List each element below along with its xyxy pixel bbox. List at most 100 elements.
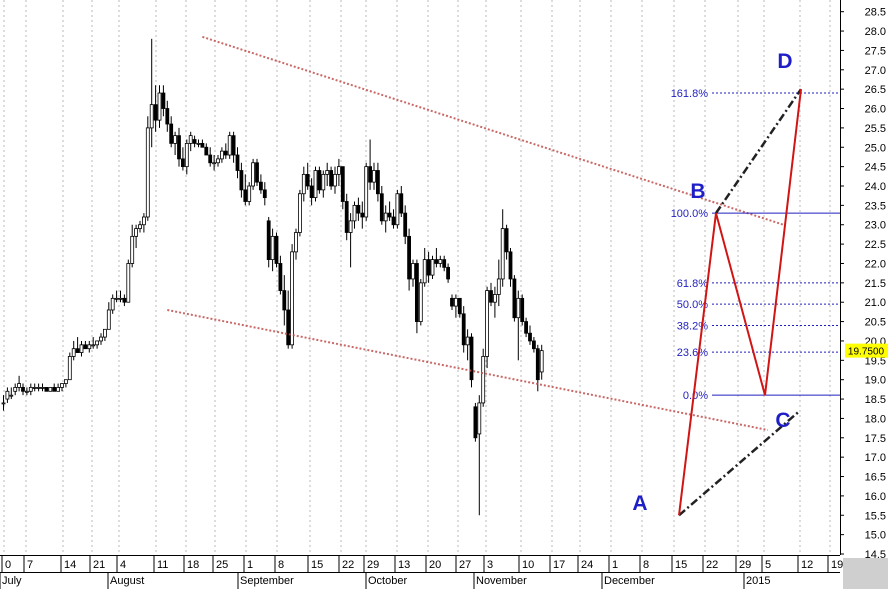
candle-body [243,189,248,202]
candle-body [219,150,224,160]
candle-body [95,340,99,346]
candle-body [141,216,146,226]
candle-body [32,387,37,389]
candle-body [348,220,353,233]
candle-body [122,297,127,303]
candle-body [223,150,228,156]
candle-body [17,383,22,388]
candle-body [492,294,497,303]
plot-background [0,0,840,555]
date-tick-label: 12 [801,559,813,571]
candle-body [247,185,252,202]
month-label: September [240,575,294,587]
candle-body [278,263,283,291]
candle-body [60,383,64,388]
candle-body [418,282,423,322]
candle-body [297,193,302,233]
candle-body [79,344,84,353]
candle-body [524,321,528,334]
fib-level-label: 23.6% [677,347,708,359]
candle-body [321,173,326,191]
price-tick-label: 15.5 [865,510,886,522]
candle-body [528,332,532,342]
date-tick-label: 1 [612,559,618,571]
candle-body [126,263,131,303]
candle-body [239,170,244,191]
price-tick-label: 27.5 [865,45,886,57]
candle-body [106,309,111,330]
date-tick-label: 22 [342,559,354,571]
candle-body [24,390,29,393]
candle-body [438,259,443,264]
candle-body [13,387,18,392]
candle-body [414,263,419,322]
candle-body [5,390,10,400]
date-tick-label: 15 [311,559,323,571]
fib-level-label: 161.8% [671,88,709,100]
candle-body [539,350,544,373]
price-tick-label: 25.5 [865,123,886,135]
candle-body [430,259,435,276]
candle-body [426,259,431,276]
candle-body [325,170,330,175]
date-tick-label: 19 [831,559,843,571]
candle-body [262,189,267,199]
date-tick-label: 0 [5,559,11,571]
price-tick-label: 24.5 [865,162,886,174]
candle-body [118,297,123,300]
fib-level-label: 50.0% [677,299,708,311]
candle-body [114,297,119,300]
candle-body [258,181,263,191]
candle-body [99,336,103,342]
candle-body [200,142,205,148]
candle-body [282,290,287,311]
candle-body [161,92,166,109]
candle-body [344,201,349,233]
candle-body [188,135,193,144]
candle-body [422,259,427,284]
candle-body [192,139,197,144]
candle-body [481,356,486,404]
price-tick-label: 25.0 [865,142,886,154]
projection-line-bd [714,88,803,214]
projection-line-ac [678,409,801,517]
date-tick-label: 29 [367,559,379,571]
candle-body [508,251,513,280]
candle-body [255,162,259,183]
date-tick-label: 27 [459,559,471,571]
candle-body [329,170,334,187]
candle-body [1,402,6,405]
candle-body [103,328,107,338]
candle-body [485,290,490,357]
price-tick-label: 23.0 [865,220,886,232]
candlestick-series [1,38,544,516]
candle-body [290,251,295,346]
candle-body [9,394,14,397]
date-tick-label: 8 [643,559,649,571]
date-tick-label: 25 [216,559,228,571]
candle-body [40,387,45,389]
fib-level-label: 100.0% [671,208,709,220]
date-tick-label: 20 [429,559,441,571]
candle-body [235,154,240,171]
date-tick-label: 1 [247,559,253,571]
date-tick-label: 3 [487,559,493,571]
candle-body [399,193,404,214]
last-price-tag [845,343,888,358]
price-tick-label: 20.5 [865,317,886,329]
price-tick-label: 24.0 [865,181,886,193]
candle-body [204,146,209,156]
candle-body [286,309,291,346]
price-tick-label: 22.0 [865,258,886,270]
candle-body [75,348,80,353]
pattern-point-label: D [777,50,792,73]
price-axis: 14.515.015.516.016.517.017.518.018.519.0… [840,0,888,589]
candle-body [110,297,115,311]
candle-body [520,297,525,322]
month-label: November [476,575,527,587]
date-tick-label: 5 [765,559,771,571]
price-tick-label: 19.5 [865,355,886,367]
candle-body [130,235,135,264]
candle-body [368,166,373,183]
candle-body [317,170,322,191]
